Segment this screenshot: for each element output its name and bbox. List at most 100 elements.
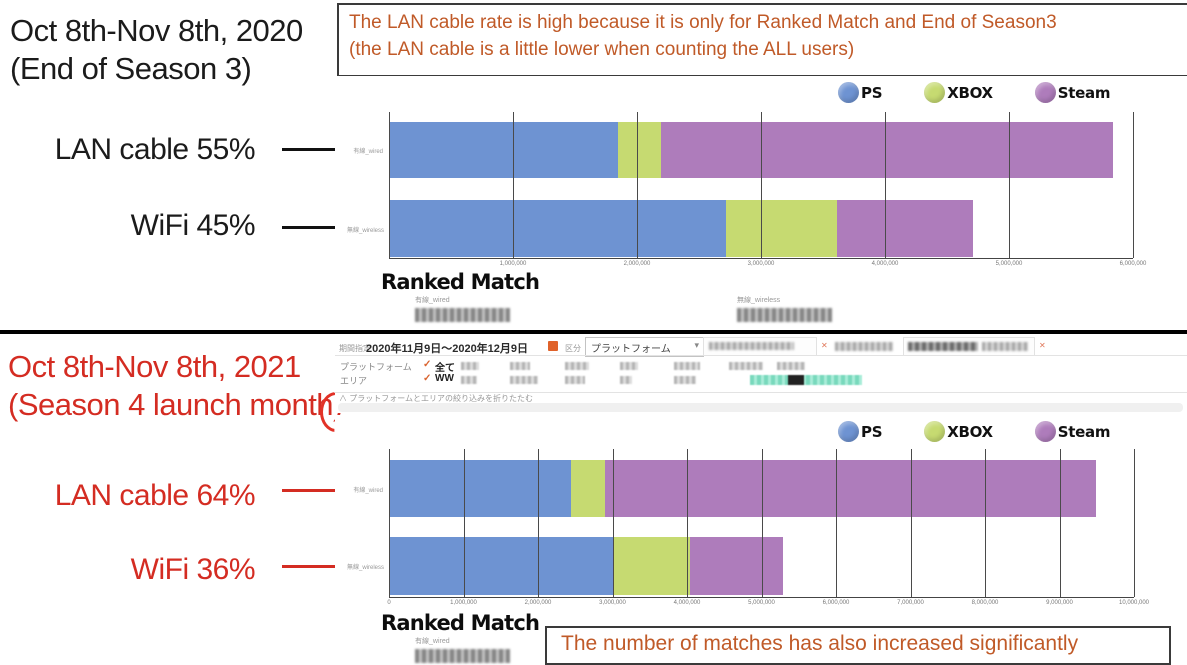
match-increase-note-box: The number of matches has also increased… [545, 626, 1171, 665]
callout-wifi-2021: WiFi 36% [130, 553, 256, 586]
bar-segment-ps [389, 460, 571, 517]
toolbar-strip [338, 403, 1183, 412]
gridline [1133, 112, 1134, 258]
lan-rate-note-line2: (the LAN cable is a little lower when co… [349, 39, 855, 60]
bar-segment-steam [605, 460, 1096, 517]
footer-metric-label: 有線_wired [415, 638, 450, 645]
footer-metric-group: 有線_wired [415, 636, 510, 663]
period-label: 期間指定 [339, 344, 371, 353]
chart-legend: PS XBOX Steam [838, 82, 1111, 103]
redacted-option [620, 362, 638, 370]
footer-metric-label: 無線_wireless [737, 297, 781, 304]
redacted-option [461, 362, 479, 370]
legend-label-steam: Steam [1057, 422, 1111, 441]
bar-category-label: 無線_wireless [347, 565, 385, 571]
arrow-wifi-2021 [282, 559, 351, 573]
arrow-lan-2021 [282, 483, 351, 497]
redacted-number [415, 649, 510, 663]
x-tick-label: 2,000,000 [524, 600, 552, 606]
redacted-number [737, 308, 832, 322]
filter-platform-value[interactable]: 全て [435, 363, 455, 374]
filter-panel: プラットフォーム ✓ 全て エリア ✓ WW [335, 355, 1187, 393]
redacted-option [461, 376, 477, 384]
chevron-down-icon: ▾ [694, 340, 699, 350]
section-label: 区分 [565, 344, 581, 353]
bar-category-label: 無線_wireless [347, 227, 385, 234]
collapse-filters-link[interactable]: ∧ プラットフォームとエリアの絞り込みを折りたたむ [339, 393, 533, 404]
bar-row-wired [389, 460, 1096, 517]
bar-category-label: 有線_wired [353, 149, 383, 155]
bar-row-wired [389, 122, 1114, 178]
gridline [687, 449, 688, 597]
collapse-link-label: プラットフォームとエリアの絞り込みを折りたたむ [349, 394, 533, 403]
redacted-number [415, 308, 510, 322]
period-2020-line1: Oct 8th-Nov 8th, 2020 [10, 13, 303, 48]
x-tick-label: 1,000,000 [450, 600, 477, 606]
bar-row-wireless [389, 200, 974, 257]
clear-icon[interactable]: ✕ [1039, 341, 1046, 350]
legend-item-xbox: XBOX [924, 82, 993, 103]
callout-lan-2020: LAN cable 55% [54, 133, 256, 166]
x-tick-label: 1,000,000 [499, 261, 527, 267]
x-tick-label: 4,000,000 [673, 600, 701, 606]
filter-area-value[interactable]: WW [435, 373, 454, 384]
redacted-option [510, 376, 538, 384]
clear-icon[interactable]: ✕ [821, 341, 828, 350]
redacted-field [703, 337, 817, 356]
footer-metric-label: 有線_wired [415, 297, 450, 304]
gridline [389, 112, 390, 258]
gridline [1134, 449, 1135, 597]
legend-dot-xbox [924, 82, 946, 103]
check-icon[interactable]: ✓ [423, 359, 432, 370]
legend-label-ps: PS [861, 83, 883, 102]
chart-title: Ranked Match [381, 611, 540, 635]
platform-dropdown[interactable]: プラットフォーム ▾ [585, 337, 704, 357]
legend-dot-ps [838, 82, 859, 103]
filter-platform-label: プラットフォーム [340, 362, 412, 372]
legend-dot-steam [1034, 421, 1056, 442]
x-tick-label: 5,000,000 [748, 600, 775, 606]
bar-segment-xbox [613, 537, 690, 595]
divider-line [0, 330, 1187, 334]
gridline [910, 449, 912, 597]
gridline [761, 112, 762, 258]
x-tick-label: 3,000,000 [747, 261, 775, 267]
match-increase-note-text: The number of matches has also increased… [561, 632, 1079, 655]
bar-row-wireless [389, 537, 784, 595]
redacted-field [835, 342, 893, 351]
chart-2020-panel: PS XBOX Steam 有線_wired 無線_wireless 1,000,000 2… [335, 76, 1187, 330]
period-value[interactable]: 2020年11月9日～2020年12月9日 [366, 343, 529, 355]
gridline [836, 449, 837, 597]
chart-legend: PS XBOX Steam [838, 421, 1111, 442]
gridline [885, 112, 886, 258]
redacted-option [674, 376, 696, 384]
bar-segment-xbox [726, 200, 837, 257]
platform-dropdown-value: プラットフォーム [591, 344, 671, 355]
x-tick-label: 3,000,000 [599, 600, 626, 606]
gridline [761, 449, 763, 597]
x-tick-label: 9,000,000 [1046, 600, 1073, 606]
gridline [985, 449, 986, 597]
legend-label-xbox: XBOX [947, 422, 993, 441]
redacted-option [620, 376, 632, 384]
chart-title: Ranked Match [381, 270, 540, 294]
x-tick-label: 0 [387, 600, 391, 606]
filter-area-label: エリア [340, 376, 368, 386]
gridline [1059, 449, 1061, 597]
check-icon[interactable]: ✓ [423, 373, 432, 384]
period-2021-line1: Oct 8th-Nov 8th, 2021 [8, 349, 301, 384]
footer-metric-group: 無線_wireless [737, 295, 832, 322]
redacted-option [565, 376, 585, 384]
period-2021-line2: (Season 4 launch month) [8, 387, 343, 422]
bar-segment-xbox [570, 460, 606, 517]
legend-item-steam: Steam [1034, 421, 1111, 442]
calendar-icon[interactable] [548, 341, 558, 351]
legend-item-ps: PS [838, 421, 883, 442]
legend-dot-ps [838, 421, 859, 442]
bar-segment-xbox [618, 122, 661, 178]
collapse-icon: ∧ [339, 394, 350, 403]
arrow-wifi-2020 [282, 220, 351, 234]
x-tick-label: 2,000,000 [623, 261, 651, 267]
period-2020-title: Oct 8th-Nov 8th, 2020 (End of Season 3) [10, 12, 303, 88]
